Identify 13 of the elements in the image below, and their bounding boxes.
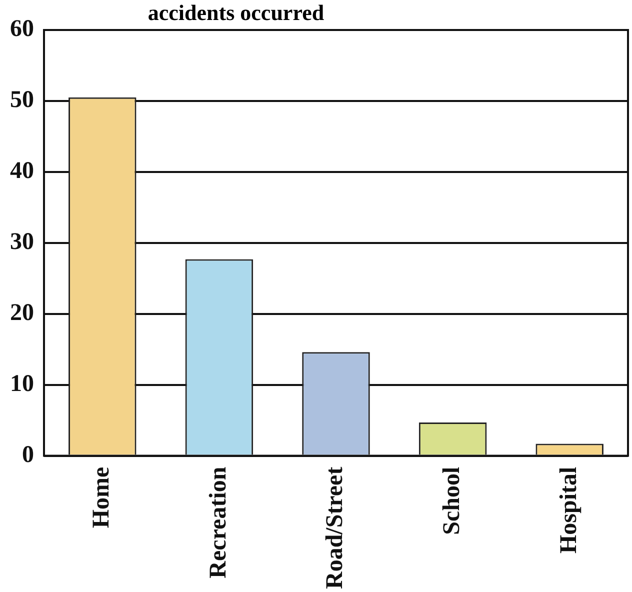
- y-tick-label: 40: [10, 158, 34, 184]
- y-tick-label: 50: [10, 87, 34, 114]
- x-tick-label: Home: [88, 466, 115, 528]
- y-tick-label: 60: [10, 16, 34, 42]
- x-tick-label: Recreation: [205, 466, 232, 578]
- y-tick-label: 0: [22, 442, 34, 468]
- x-tick-label: School: [439, 466, 466, 535]
- chart-title: accidents occurred: [148, 0, 324, 25]
- y-tick-label: 30: [10, 229, 34, 256]
- y-tick-label: 10: [10, 371, 34, 398]
- x-tick-label: Road/Street: [322, 466, 348, 589]
- x-tick-label: Hospital: [556, 466, 582, 554]
- y-tick-label: 20: [10, 300, 34, 326]
